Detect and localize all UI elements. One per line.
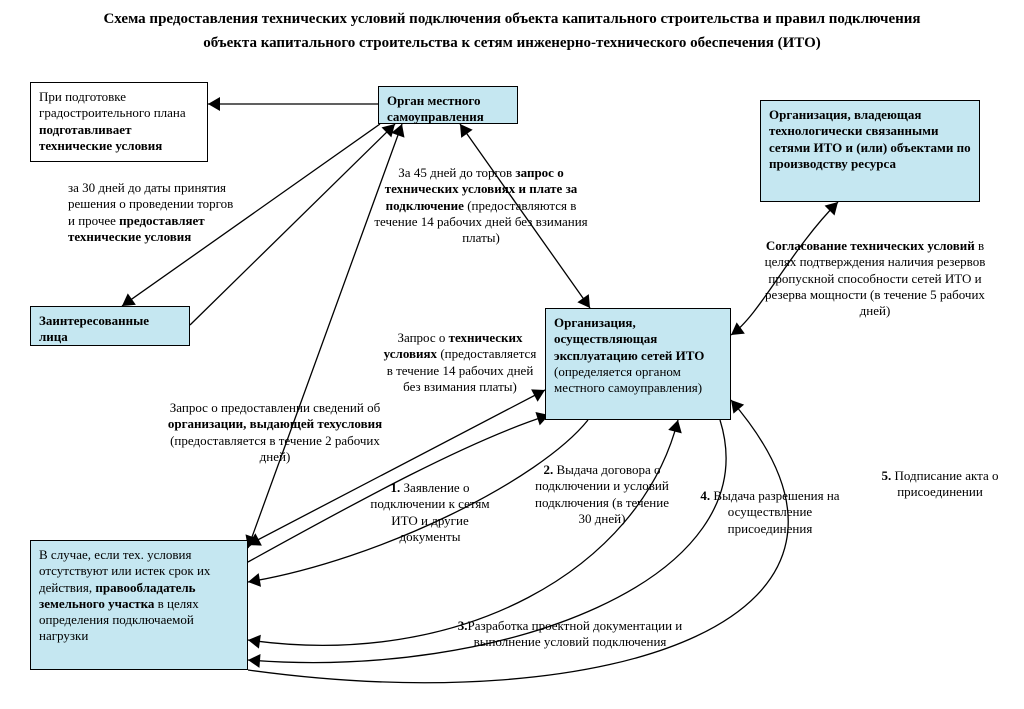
node-n5: Организация, осуществляющая эксплуатацию… [545,308,731,420]
title-line-1: Схема предоставления технических условий… [0,10,1024,30]
label-l7: 2. Выдача договора о подключении и услов… [532,462,672,527]
label-l1: за 30 дней до даты принятия решения о пр… [68,180,240,245]
node-n6: В случае, если тех. условия отсутствуют … [30,540,248,670]
label-l10: 5. Подписание акта о присоединении [870,468,1010,501]
label-l3: Согласование технических условий в целях… [750,238,1000,319]
label-l9: 4. Выдача разрешения на осуществление пр… [700,488,840,537]
node-n1: При подготовке градостроительного плана … [30,82,208,162]
label-l5: Запрос о предоставлении сведений об орга… [160,400,390,465]
label-l6: 1. Заявление о подключении к сетям ИТО и… [360,480,500,545]
label-l8: 3.Разработка проектной документации и вы… [440,618,700,651]
node-n2: Орган местного самоуправления [378,86,518,124]
label-l4: Запрос о технических условиях (предостав… [380,330,540,395]
node-n3: Организация, владеющая технологически св… [760,100,980,202]
diagram-canvas: Схема предоставления технических условий… [0,0,1024,709]
label-l2: За 45 дней до торгов запрос о технически… [372,165,590,246]
title-line-2: объекта капитального строительства к сет… [0,34,1024,54]
node-n4: Заинтересованные лица [30,306,190,346]
